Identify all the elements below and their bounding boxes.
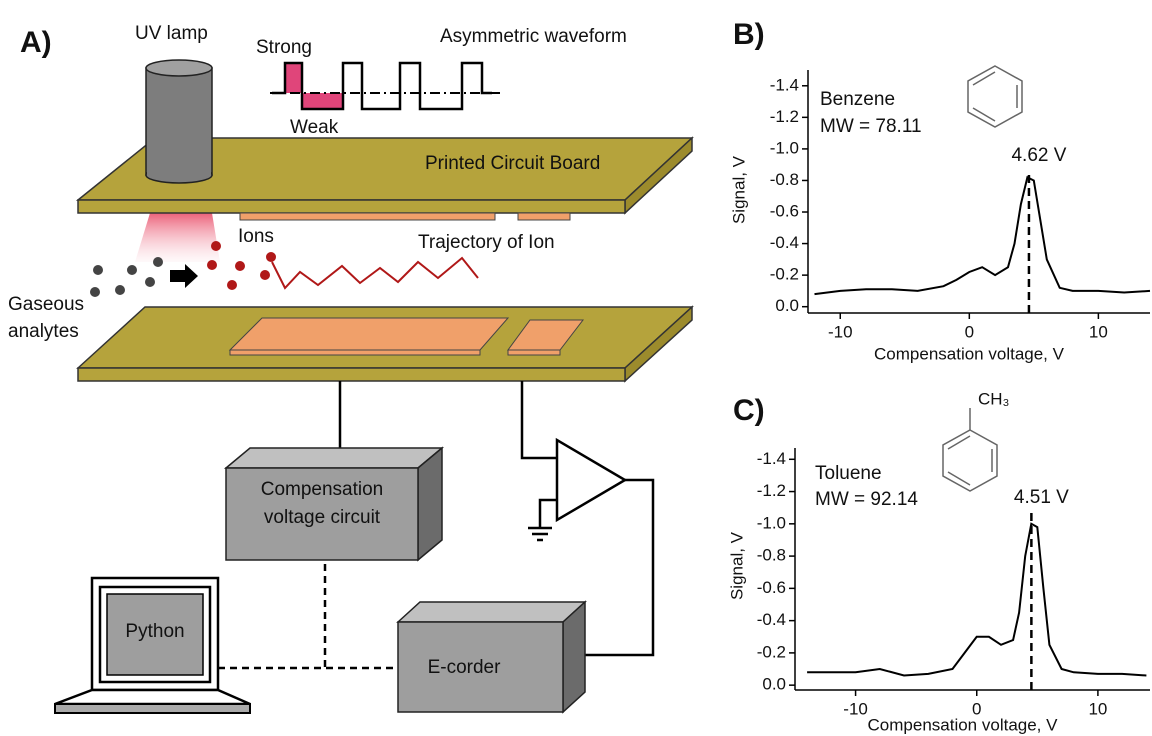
y-tick-label: -1.2	[770, 107, 799, 126]
ions	[207, 241, 276, 290]
uv-glow	[135, 213, 220, 262]
laptop	[55, 578, 250, 713]
x-tick-label: -10	[843, 699, 868, 718]
label: voltage circuit	[264, 507, 381, 528]
y-tick-label: -0.8	[770, 170, 799, 189]
figure: A) B) C) Strong Weak Asymmetric waveform…	[0, 0, 1152, 736]
y-tick-label: -0.2	[770, 265, 799, 284]
label: Ions	[238, 226, 274, 247]
y-tick-label: 0.0	[775, 296, 799, 315]
y-axis-label: Signal, V	[727, 531, 746, 600]
y-tick-label: 0.0	[762, 675, 786, 694]
y-tick-label: -0.2	[757, 642, 786, 661]
x-axis-label: Compensation voltage, V	[868, 715, 1059, 734]
x-tick-label: 10	[1089, 322, 1108, 341]
y-tick-label: -0.6	[757, 578, 786, 597]
label: Compensation	[261, 479, 384, 500]
label: Python	[125, 621, 184, 642]
peak-label: 4.62 V	[1011, 145, 1066, 166]
x-axis-label: Compensation voltage, V	[874, 344, 1065, 363]
label: analytes	[8, 321, 79, 342]
y-tick-label: -1.2	[757, 481, 786, 500]
label: UV lamp	[135, 23, 208, 44]
y-tick-label: -0.4	[770, 233, 799, 252]
y-tick-label: -0.6	[770, 201, 799, 220]
label: Asymmetric waveform	[440, 26, 627, 47]
toluene-structure	[943, 408, 997, 491]
molecular-weight: MW = 92.14	[815, 489, 918, 510]
peak-label: 4.51 V	[1014, 487, 1069, 508]
cv-box	[226, 448, 442, 560]
y-tick-label: -1.4	[770, 75, 799, 94]
x-tick-label: 10	[1088, 699, 1107, 718]
compound-name: Toluene	[815, 463, 882, 484]
y-axis-label: Signal, V	[729, 155, 748, 224]
x-tick-label: -10	[828, 322, 853, 341]
signal-line	[807, 524, 1146, 676]
panel-label: A)	[20, 26, 52, 59]
label: Gaseous	[8, 294, 84, 315]
ion-trajectory	[272, 258, 478, 288]
substituent: CH₃	[978, 389, 1009, 408]
label: Weak	[290, 117, 339, 138]
compound-name: Benzene	[820, 89, 895, 110]
arrow	[170, 264, 198, 288]
y-tick-label: -0.8	[757, 546, 786, 565]
label: Trajectory of Ion	[418, 232, 555, 253]
signal-line	[815, 177, 1151, 294]
amplifier	[557, 440, 625, 520]
molecular-weight: MW = 78.11	[820, 116, 922, 137]
y-tick-label: -1.0	[757, 513, 786, 532]
label: E-corder	[428, 657, 502, 678]
molecules	[90, 257, 163, 297]
uv-lamp	[146, 60, 212, 183]
waveform	[270, 63, 500, 109]
x-tick-label: 0	[965, 322, 974, 341]
label: Strong	[256, 37, 312, 58]
panel-label: C)	[733, 394, 765, 427]
label: Printed Circuit Board	[425, 153, 600, 174]
y-tick-label: -1.0	[770, 138, 799, 157]
y-tick-label: -0.4	[757, 610, 786, 629]
panel-label: B)	[733, 18, 765, 51]
pcb-bottom	[78, 307, 692, 381]
y-tick-label: -1.4	[757, 449, 786, 468]
benzene-structure	[968, 66, 1022, 127]
